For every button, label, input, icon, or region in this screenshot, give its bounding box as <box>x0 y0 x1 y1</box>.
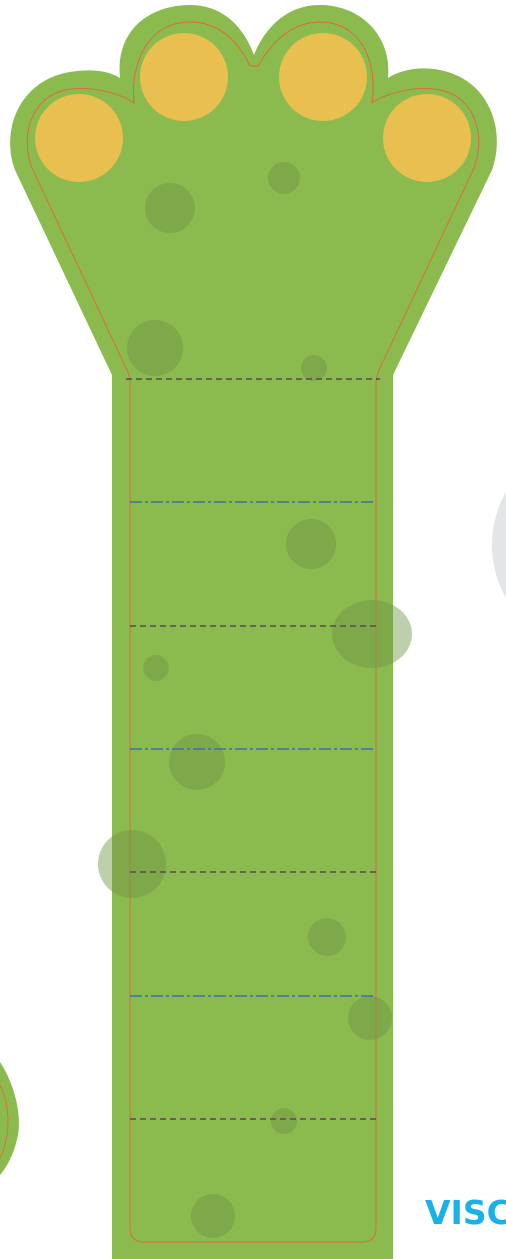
canvas: VISC <box>0 0 506 1259</box>
neighbor-shape <box>0 1062 19 1175</box>
bookmark-shape <box>10 5 497 1259</box>
toe <box>35 94 123 182</box>
spot <box>286 519 336 569</box>
spot <box>348 996 392 1040</box>
toe <box>140 33 228 121</box>
logo-text: VISC <box>425 1193 506 1232</box>
spot <box>98 830 166 898</box>
spot <box>143 655 169 681</box>
spot <box>332 600 412 668</box>
spot <box>145 183 195 233</box>
toe <box>383 94 471 182</box>
spot <box>169 734 225 790</box>
gray-disc <box>492 437 506 653</box>
spot <box>127 320 183 376</box>
spot <box>268 162 300 194</box>
spot <box>301 355 327 381</box>
spot <box>191 1194 235 1238</box>
toe <box>279 33 367 121</box>
spot <box>271 1108 297 1134</box>
page: VISC (() => { const data = JSON.parse(do… <box>0 0 506 1259</box>
spot <box>308 918 346 956</box>
